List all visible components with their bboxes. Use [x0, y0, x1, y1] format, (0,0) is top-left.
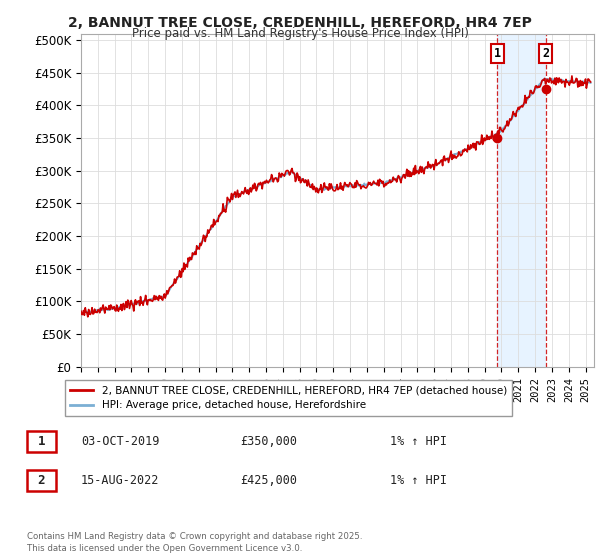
- Text: 03-OCT-2019: 03-OCT-2019: [81, 435, 160, 448]
- Text: £350,000: £350,000: [240, 435, 297, 448]
- Text: 1% ↑ HPI: 1% ↑ HPI: [390, 435, 447, 448]
- FancyBboxPatch shape: [27, 470, 56, 491]
- Text: Contains HM Land Registry data © Crown copyright and database right 2025.
This d: Contains HM Land Registry data © Crown c…: [27, 533, 362, 553]
- Text: Price paid vs. HM Land Registry's House Price Index (HPI): Price paid vs. HM Land Registry's House …: [131, 27, 469, 40]
- Bar: [497, 34, 545, 367]
- Text: 1% ↑ HPI: 1% ↑ HPI: [390, 474, 447, 487]
- Legend: 2, BANNUT TREE CLOSE, CREDENHILL, HEREFORD, HR4 7EP (detached house), HPI: Avera: 2, BANNUT TREE CLOSE, CREDENHILL, HEREFO…: [65, 380, 512, 416]
- Text: 2: 2: [38, 474, 45, 487]
- Text: 15-AUG-2022: 15-AUG-2022: [81, 474, 160, 487]
- FancyBboxPatch shape: [27, 431, 56, 452]
- Text: 2: 2: [542, 47, 549, 60]
- Text: 1: 1: [494, 47, 501, 60]
- Text: 2, BANNUT TREE CLOSE, CREDENHILL, HEREFORD, HR4 7EP: 2, BANNUT TREE CLOSE, CREDENHILL, HEREFO…: [68, 16, 532, 30]
- Text: £425,000: £425,000: [240, 474, 297, 487]
- Text: 1: 1: [38, 435, 45, 448]
